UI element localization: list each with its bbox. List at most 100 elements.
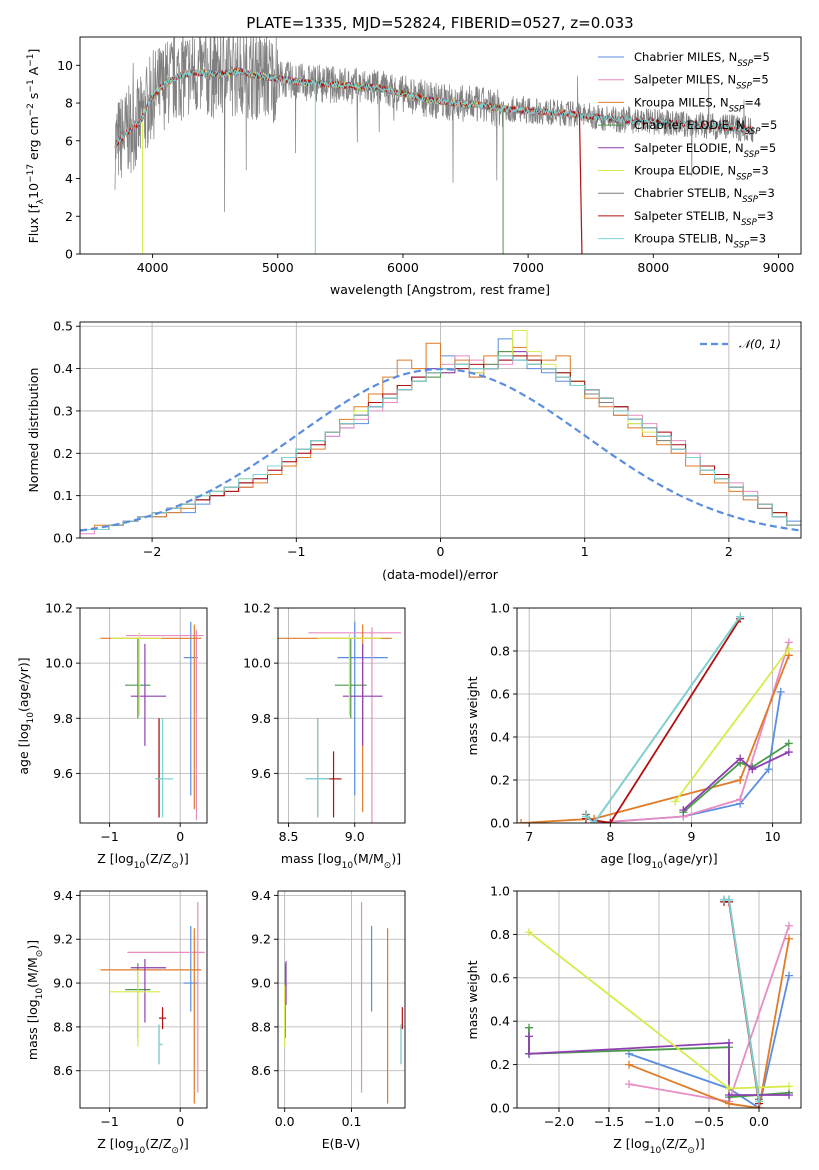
mass-weight-marker xyxy=(785,921,793,930)
y-tick-label: 0.1 xyxy=(53,488,73,503)
legend-label-n: , N xyxy=(720,73,736,87)
x-tick-label: −2 xyxy=(143,544,161,559)
legend-label-n: , N xyxy=(725,209,741,223)
x-axis-label: (data-model)/error xyxy=(382,567,499,582)
normal-distribution-curve xyxy=(80,367,801,532)
x-tick-label: 5000 xyxy=(262,260,294,275)
weight-vs-z-axes: −2.0 −1.5 −1.0 −0.5 0.0 0.0 0.2 0.4 0.6 0.8 1.0 xyxy=(490,884,802,1129)
mass-weight-marker xyxy=(525,1049,533,1058)
label-part: Z [log xyxy=(97,851,133,866)
label-part: age [log xyxy=(600,851,651,866)
x-tick-label: 4000 xyxy=(137,260,169,275)
mass-weight-series-line xyxy=(628,938,790,1108)
y-tick-label: 0.4 xyxy=(53,361,73,376)
label-part: λ xyxy=(36,198,46,204)
x-tick-label: 6000 xyxy=(387,260,419,275)
mass-weight-series-line xyxy=(628,975,790,1108)
mass-weight-marker xyxy=(625,1060,633,1069)
label-part: 10 xyxy=(652,861,664,871)
mass-weight-marker xyxy=(606,819,615,823)
label-part: =5 xyxy=(752,73,769,87)
x-tick-label: −1 xyxy=(100,829,118,844)
y-tick-label: 8 xyxy=(65,96,73,111)
weight-vs-age-frame xyxy=(516,607,802,824)
legend-label-ssp: SSP xyxy=(737,59,753,69)
label-part: 10 xyxy=(35,988,45,1000)
label-part: ⊙ xyxy=(35,950,45,958)
z-vs-mass-plot-area xyxy=(80,891,207,1108)
y-tick-label: 8.8 xyxy=(53,1019,73,1034)
legend-label-n: , N xyxy=(721,50,737,64)
legend-label-ssp: SSP xyxy=(745,127,761,137)
spectrum-plot-area xyxy=(114,37,754,254)
legend-label: Chabrier STELIB, NSSP=3 xyxy=(634,186,775,205)
y-tick-label: 0.8 xyxy=(490,927,510,942)
mass-weight-marker xyxy=(785,934,793,943)
mass-weight-marker xyxy=(755,1097,763,1106)
ebv-vs-mass-plot-area xyxy=(278,891,405,1108)
weight-vs-age-plot-area xyxy=(517,608,801,823)
label-part: Kroupa MILES xyxy=(634,95,713,109)
x-axis-label: E(B-V) xyxy=(322,1136,361,1151)
mass-weight-marker xyxy=(725,1038,733,1047)
weight-vs-z-plot-area xyxy=(517,891,801,1108)
mass-weight-marker xyxy=(671,797,680,806)
label-part: age [log xyxy=(16,723,31,774)
y-tick-label: 1.0 xyxy=(490,601,510,616)
x-tick-label: −0.5 xyxy=(694,1114,724,1129)
y-tick-label: 8.6 xyxy=(251,1063,271,1078)
label-part: (Z/Z xyxy=(661,1136,687,1151)
x-tick-label: 1 xyxy=(581,544,589,559)
x-tick-label: −1.5 xyxy=(594,1114,624,1129)
label-part: ⊙ xyxy=(384,861,392,871)
figure-title: PLATE=1335, MJD=52824, FIBERID=0527, z=0… xyxy=(246,14,633,32)
x-axis-label: Z [log10(Z/Z⊙)] xyxy=(97,1136,188,1156)
y-tick-label: 0.0 xyxy=(490,816,510,831)
z-vs-mass-axes: −1 0 8.6 8.8 9.0 9.2 9.4 xyxy=(53,888,208,1129)
legend-label-n: , N xyxy=(729,118,745,132)
legend-label: Kroupa MILES, NSSP=4 xyxy=(634,95,761,114)
ebv-vs-mass-frame xyxy=(277,890,406,1109)
model-spectrum-line xyxy=(114,66,754,149)
label-part: Salpeter ELODIE xyxy=(634,141,728,155)
label-part: Z [log xyxy=(613,1136,649,1151)
label-part: −1 xyxy=(26,79,36,92)
z-vs-age-axes: −1 0 9.6 9.8 10.0 10.2 xyxy=(45,601,208,844)
x-tick-label: −1 xyxy=(287,544,305,559)
label-part: 10 xyxy=(134,1146,146,1156)
label-part: Chabrier STELIB xyxy=(634,186,726,200)
legend-label: 𝒩(0, 1) xyxy=(739,337,781,351)
y-tick-label: 0.8 xyxy=(490,644,510,659)
legend-label: Salpeter STELIB, NSSP=3 xyxy=(634,209,774,228)
x-tick-label: 8000 xyxy=(637,260,669,275)
label-part: =5 xyxy=(759,141,776,155)
x-tick-label: 8 xyxy=(606,829,614,844)
label-part: (Z/Z xyxy=(145,1136,171,1151)
y-tick-label: 0.0 xyxy=(490,1101,510,1116)
label-part: )] xyxy=(25,940,40,950)
legend-label-ssp: SSP xyxy=(736,173,752,183)
label-part: mass [log xyxy=(25,999,40,1060)
mass-weight-marker xyxy=(525,928,533,937)
label-part: =3 xyxy=(757,209,774,223)
label-part: )] xyxy=(391,851,401,866)
legend-label-ssp: SSP xyxy=(742,195,758,205)
mass-weight-marker xyxy=(525,1023,533,1032)
y-tick-label: 0.2 xyxy=(490,773,510,788)
label-part: =4 xyxy=(744,95,761,109)
y-tick-label: 10.0 xyxy=(243,656,271,671)
label-part: Salpeter MILES xyxy=(634,73,720,87)
mass-weight-marker xyxy=(784,739,793,748)
x-tick-label: 2 xyxy=(725,544,733,559)
y-tick-label: 0.4 xyxy=(490,730,510,745)
y-tick-label: 0.6 xyxy=(490,687,510,702)
z-vs-mass-frame xyxy=(79,890,208,1109)
label-part: Flux [f xyxy=(26,204,41,244)
y-axis-label: Flux [fλ10−17 erg cm−2 s−1 A−1] xyxy=(26,49,46,244)
label-part: =5 xyxy=(760,118,777,132)
y-tick-label: 10.0 xyxy=(45,656,73,671)
mass-weight-marker xyxy=(736,776,745,784)
plots-layer: 4000 5000 6000 7000 8000 90000246810Chabrier … xyxy=(16,36,802,1156)
